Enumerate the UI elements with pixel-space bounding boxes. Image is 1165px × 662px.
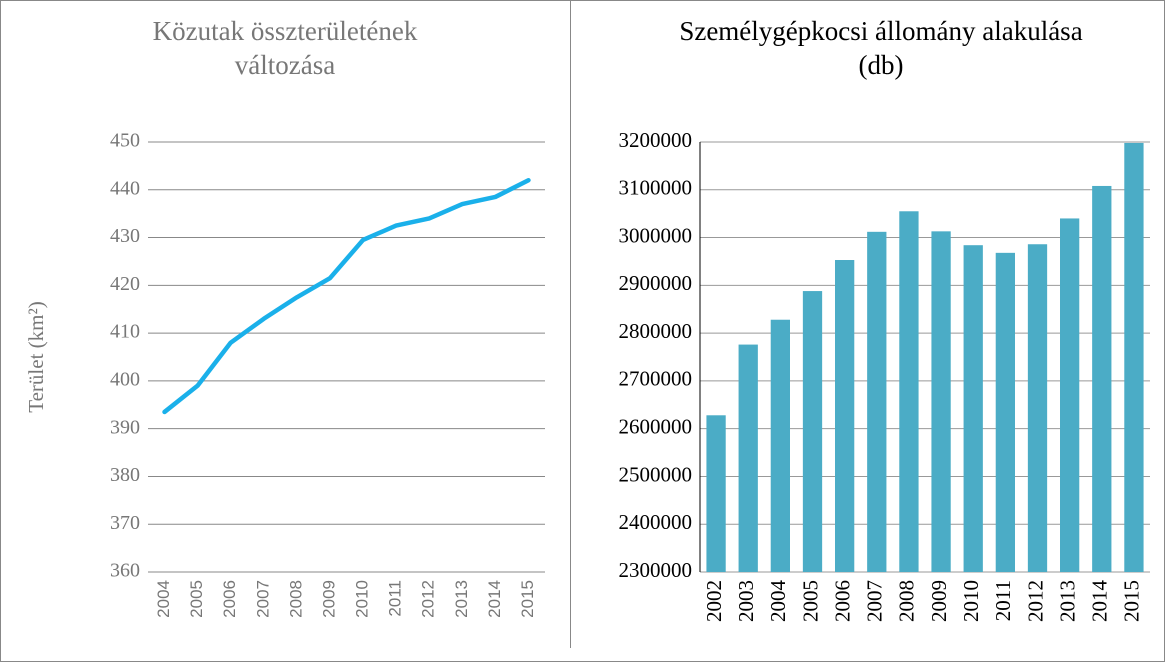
bar: [963, 245, 983, 572]
x-tick-label: 2014: [485, 580, 504, 618]
y-tick-label: 2600000: [619, 414, 693, 438]
x-tick-label: 2002: [702, 580, 726, 622]
y-tick-label: 360: [110, 560, 140, 582]
x-tick-label: 2007: [863, 580, 887, 622]
bar: [931, 231, 951, 572]
x-tick-label: 2011: [386, 580, 405, 617]
bar: [706, 415, 726, 572]
x-tick-label: 2006: [830, 580, 854, 622]
y-tick-label: 3100000: [619, 176, 693, 200]
line: [162, 177, 531, 415]
bar: [738, 344, 758, 572]
y-tick-label: 400: [110, 368, 140, 390]
x-tick-label: 2011: [991, 580, 1015, 621]
chart-title: Személygépkocsi állomány alakulása (db): [679, 16, 1083, 80]
bar: [899, 211, 919, 572]
x-tick-label: 2008: [895, 580, 919, 622]
y-tick-label: 3000000: [619, 223, 693, 247]
chart-title: Közutak összterületének változása: [152, 16, 418, 80]
chart: 2300000 2400000 2500000 2600000 2700000 28000…: [619, 128, 1150, 623]
x-tick-label: 2004: [766, 580, 790, 623]
x-tick-label: 2015: [518, 580, 537, 618]
y-tick-label: 2800000: [619, 319, 693, 343]
bar: [1092, 185, 1112, 572]
bar: [1124, 142, 1144, 572]
right-panel: 2300000 2400000 2500000 2600000 2700000 28000…: [571, 0, 1165, 648]
bar: [1060, 218, 1080, 572]
x-tick-label: 2010: [959, 580, 983, 622]
y-tick-label: 450: [110, 130, 140, 152]
y-tick-label: 2500000: [619, 462, 693, 486]
y-axis-label: Terület (km²): [24, 301, 48, 413]
bar: [867, 231, 887, 573]
y-tick-label: 2300000: [619, 558, 693, 582]
y-tick-label: 3200000: [619, 128, 693, 152]
x-tick-label: 2005: [187, 580, 206, 618]
y-tick-label: 2900000: [619, 271, 693, 295]
x-tick-label: 2005: [798, 580, 822, 622]
x-tick-label: 2007: [253, 580, 272, 618]
y-tick-label: 410: [110, 321, 140, 343]
y-tick-label: 420: [110, 273, 140, 295]
chart: 360 370 380 390 400 410 420 430 440 450 Terület (k…: [24, 130, 545, 618]
y-tick-label: 2700000: [619, 367, 693, 391]
x-tick-label: 2014: [1088, 580, 1112, 623]
bar: [835, 260, 855, 572]
left-panel: 360 370 380 390 400 410 420 430 440 450 Terület (k…: [0, 0, 570, 648]
x-tick-label: 2012: [419, 580, 438, 618]
x-tick-label: 2013: [452, 580, 471, 618]
x-tick-label: 2010: [353, 580, 372, 618]
bar: [770, 319, 790, 572]
y-tick-label: 370: [110, 512, 140, 534]
x-tick-label: 2003: [734, 580, 758, 622]
x-tick-label: 2015: [1120, 580, 1144, 622]
x-tick-label: 2006: [220, 580, 239, 618]
x-tick-label: 2012: [1023, 580, 1047, 622]
divider: [570, 0, 571, 648]
y-tick-label: 440: [110, 177, 140, 199]
y-tick-label: 390: [110, 416, 140, 438]
x-tick-label: 2004: [154, 580, 173, 618]
x-tick-label: 2009: [319, 580, 338, 618]
y-tick-label: 430: [110, 225, 140, 247]
y-tick-label: 380: [110, 464, 140, 486]
bar: [995, 252, 1015, 572]
y-tick-label: 2400000: [619, 510, 693, 534]
x-tick-label: 2013: [1055, 580, 1079, 622]
bar: [802, 291, 823, 572]
x-tick-label: 2008: [286, 580, 305, 618]
x-tick-label: 2009: [927, 580, 951, 622]
bar: [1027, 244, 1048, 572]
